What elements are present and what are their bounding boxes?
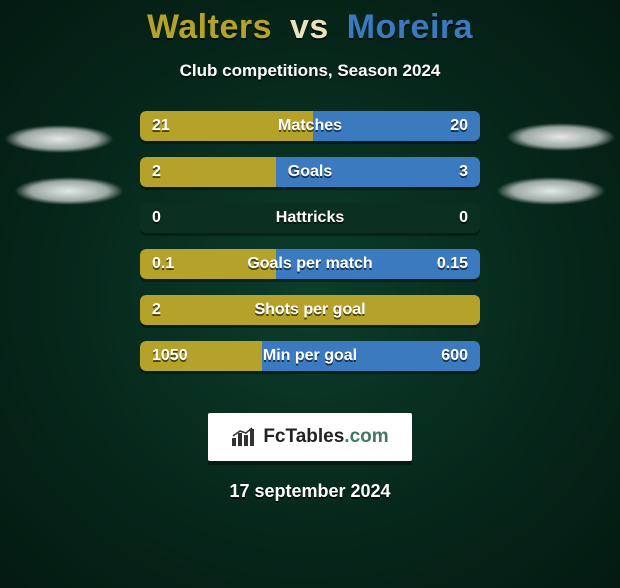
stat-row: 1050 600 Min per goal bbox=[140, 341, 480, 371]
stat-label: Hattricks bbox=[276, 203, 344, 233]
stat-value-left: 0 bbox=[152, 203, 161, 233]
stat-row: 2 3 Goals bbox=[140, 157, 480, 187]
player2-name: Moreira bbox=[347, 8, 473, 46]
stat-value-left: 2 bbox=[152, 157, 161, 187]
badge-name: FcTables bbox=[263, 426, 344, 447]
stat-row: 0.1 0.15 Goals per match bbox=[140, 249, 480, 279]
stat-value-right: 0 bbox=[459, 203, 468, 233]
stat-value-left: 21 bbox=[152, 111, 170, 141]
player2-figure-shadow-lower bbox=[496, 177, 606, 205]
comparison-title: Walters vs Moreira bbox=[0, 8, 620, 47]
player1-name: Walters bbox=[147, 8, 272, 46]
stat-value-left: 2 bbox=[152, 295, 161, 325]
stat-value-left: 0.1 bbox=[152, 249, 174, 279]
comparison-arena: 21 20 Matches 2 3 Goals 0 0 Hattricks 0.1 0.15 Goal… bbox=[0, 111, 620, 391]
badge-text: FcTables.com bbox=[263, 426, 388, 448]
stat-value-right: 20 bbox=[450, 111, 468, 141]
stat-row: 2 Shots per goal bbox=[140, 295, 480, 325]
player2-figure-shadow-upper bbox=[506, 123, 616, 151]
stat-row: 21 20 Matches bbox=[140, 111, 480, 141]
stat-bars: 21 20 Matches 2 3 Goals 0 0 Hattricks 0.1 0.15 Goal… bbox=[140, 111, 480, 387]
stat-value-right: 0.15 bbox=[437, 249, 468, 279]
stat-label: Min per goal bbox=[263, 341, 357, 371]
subtitle: Club competitions, Season 2024 bbox=[0, 61, 620, 81]
stat-label: Matches bbox=[278, 111, 342, 141]
stat-value-left: 1050 bbox=[152, 341, 188, 371]
stat-label: Goals bbox=[288, 157, 332, 187]
stat-value-right: 3 bbox=[459, 157, 468, 187]
fctables-badge: FcTables.com bbox=[208, 413, 412, 461]
vs-separator: vs bbox=[290, 8, 329, 46]
bars-icon bbox=[231, 427, 257, 447]
stat-value-right: 600 bbox=[441, 341, 468, 371]
player1-figure-shadow-upper bbox=[4, 125, 114, 153]
stat-label: Goals per match bbox=[247, 249, 372, 279]
badge-domain: .com bbox=[344, 426, 388, 447]
stat-row: 0 0 Hattricks bbox=[140, 203, 480, 233]
stat-label: Shots per goal bbox=[254, 295, 365, 325]
player1-figure-shadow-lower bbox=[14, 177, 124, 205]
date-text: 17 september 2024 bbox=[0, 481, 620, 502]
